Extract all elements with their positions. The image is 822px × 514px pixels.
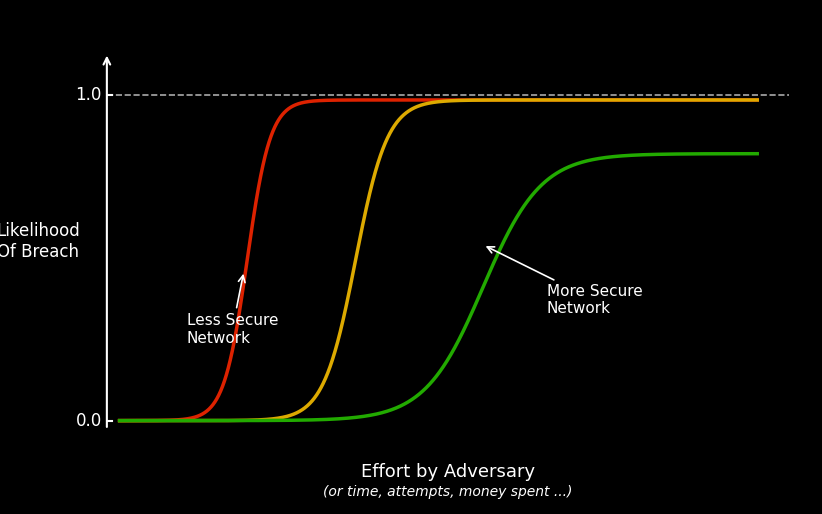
Text: More Secure
Network: More Secure Network — [487, 247, 643, 316]
Text: (or time, attempts, money spent ...): (or time, attempts, money spent ...) — [323, 485, 573, 499]
Text: Likelihood
Of Breach: Likelihood Of Breach — [0, 222, 81, 261]
Text: 0.0: 0.0 — [76, 412, 102, 430]
Text: 1.0: 1.0 — [76, 86, 102, 104]
Text: Less Secure
Network: Less Secure Network — [187, 276, 278, 345]
Text: Effort by Adversary: Effort by Adversary — [361, 463, 535, 481]
